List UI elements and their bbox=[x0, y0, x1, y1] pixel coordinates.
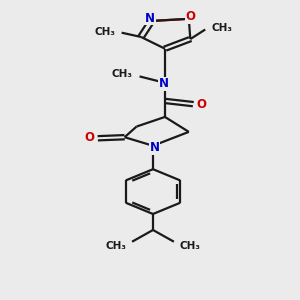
Text: CH₃: CH₃ bbox=[180, 241, 201, 250]
Text: CH₃: CH₃ bbox=[111, 69, 132, 79]
Text: N: N bbox=[149, 141, 160, 154]
Text: O: O bbox=[197, 98, 207, 111]
Text: O: O bbox=[185, 10, 195, 23]
Text: CH₃: CH₃ bbox=[105, 241, 126, 250]
Text: N: N bbox=[158, 77, 168, 90]
Text: N: N bbox=[145, 12, 155, 25]
Text: CH₃: CH₃ bbox=[211, 23, 232, 33]
Text: O: O bbox=[84, 131, 94, 144]
Text: CH₃: CH₃ bbox=[95, 27, 116, 37]
